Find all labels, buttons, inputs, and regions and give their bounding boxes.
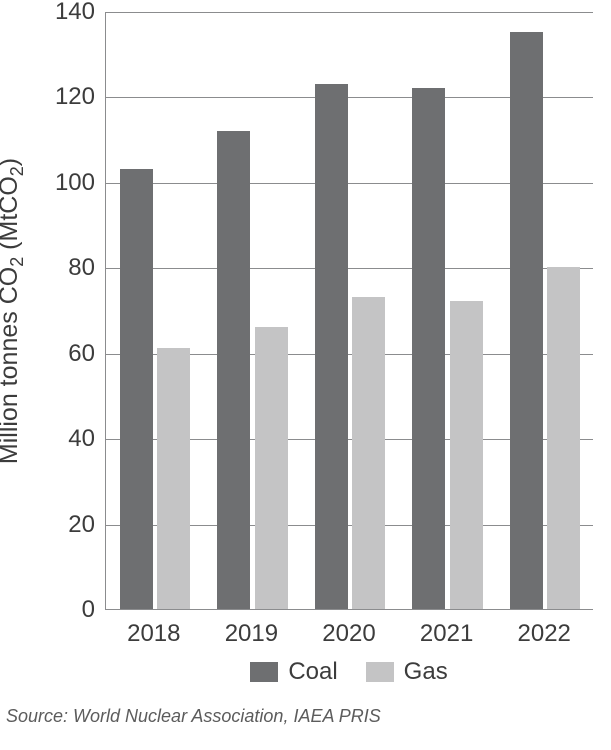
legend-swatch [250, 662, 278, 682]
co2-bar-chart: Million tonnes CO2 (MtCO2) 0 20 40 60 80 100 1… [0, 0, 611, 750]
bar-coal-2019 [217, 131, 250, 609]
bar-gas-2022 [547, 267, 580, 609]
x-tick-label: 2018 [127, 620, 180, 648]
legend-item-coal: Coal [250, 658, 337, 686]
legend: Coal Gas [105, 658, 593, 686]
y-tick-label: 120 [0, 83, 95, 111]
y-axis-label: Million tonnes CO2 (MtCO2) [0, 158, 24, 464]
x-tick-label: 2021 [420, 620, 473, 648]
legend-label: Gas [404, 658, 448, 686]
legend-label: Coal [288, 658, 337, 686]
x-tick-label: 2020 [322, 620, 375, 648]
y-tick-label: 60 [0, 340, 95, 368]
plot-area [105, 12, 593, 610]
y-tick-label: 100 [0, 169, 95, 197]
legend-item-gas: Gas [366, 658, 448, 686]
y-tick-label: 0 [0, 596, 95, 624]
bar-coal-2021 [412, 88, 445, 609]
bar-gas-2021 [450, 301, 483, 609]
bar-coal-2022 [510, 32, 543, 609]
bar-coal-2018 [120, 169, 153, 609]
bar-coal-2020 [315, 84, 348, 609]
x-tick-label: 2019 [225, 620, 278, 648]
bar-gas-2020 [352, 297, 385, 609]
y-tick-label: 140 [0, 0, 95, 26]
bar-gas-2019 [255, 327, 288, 609]
source-attribution: Source: World Nuclear Association, IAEA … [6, 706, 381, 727]
legend-swatch [366, 662, 394, 682]
y-tick-label: 40 [0, 425, 95, 453]
bars-layer [106, 12, 593, 609]
y-tick-label: 80 [0, 254, 95, 282]
x-tick-label: 2022 [517, 620, 570, 648]
bar-gas-2018 [157, 348, 190, 609]
y-tick-label: 20 [0, 511, 95, 539]
